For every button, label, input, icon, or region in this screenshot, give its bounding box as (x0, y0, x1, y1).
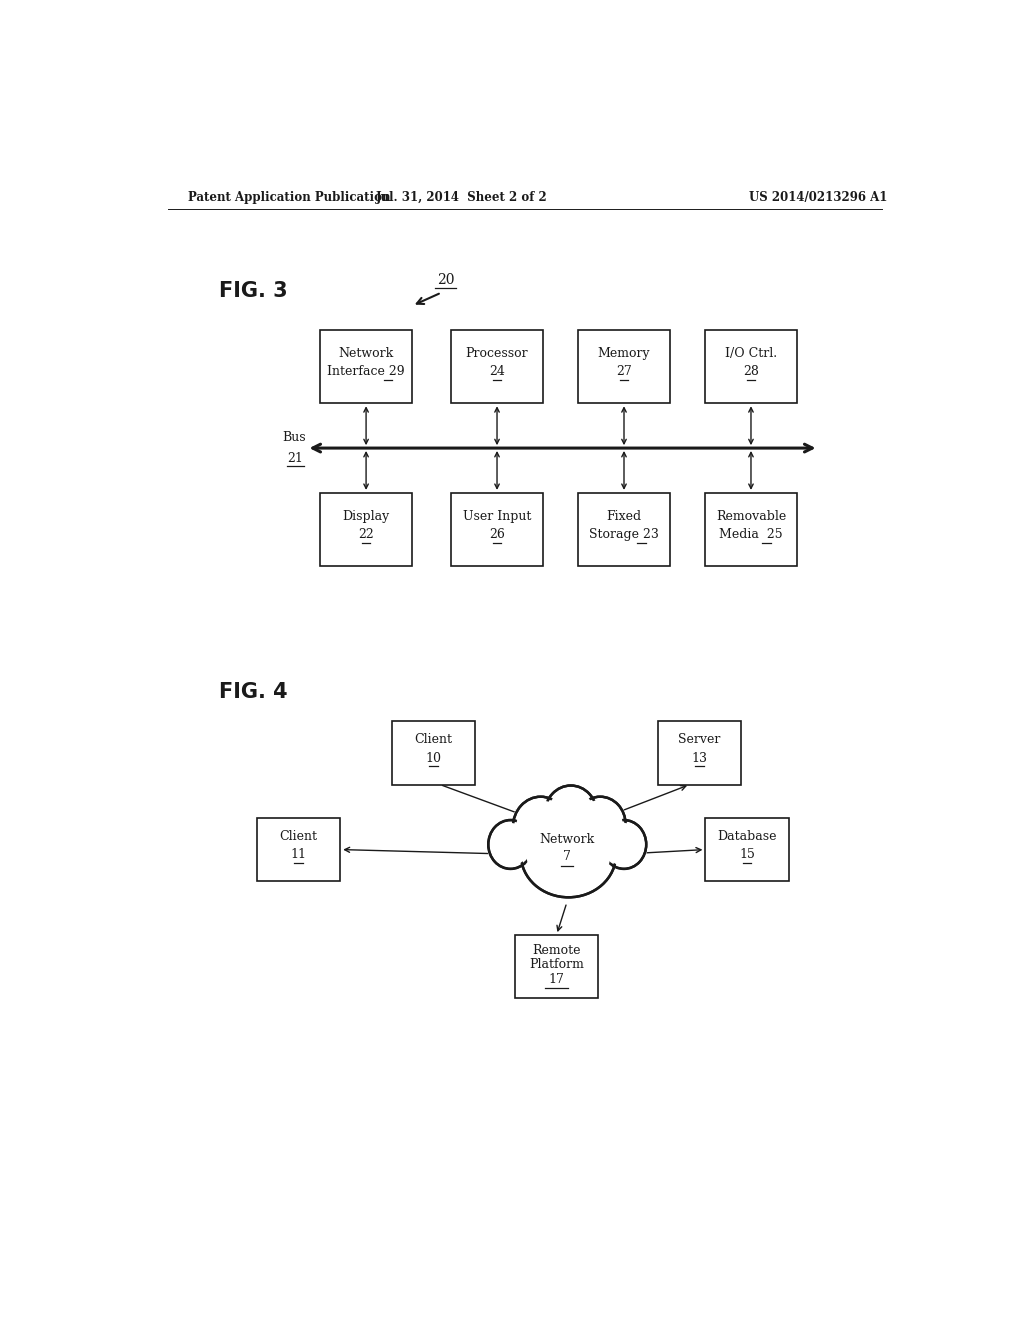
Ellipse shape (521, 812, 616, 898)
Text: Processor: Processor (466, 347, 528, 360)
Text: 11: 11 (291, 849, 306, 861)
Bar (321, 492, 412, 566)
Text: Display: Display (342, 510, 390, 523)
Bar (579, 492, 670, 566)
Ellipse shape (488, 820, 532, 869)
Text: 21: 21 (287, 451, 303, 465)
Ellipse shape (513, 797, 568, 858)
Bar (657, 722, 741, 784)
Ellipse shape (516, 800, 565, 854)
Text: 22: 22 (358, 528, 374, 541)
Ellipse shape (578, 800, 623, 849)
Ellipse shape (526, 817, 610, 892)
Text: 28: 28 (743, 366, 759, 379)
Ellipse shape (515, 799, 566, 855)
Text: Storage 23: Storage 23 (589, 528, 658, 541)
Text: Client: Client (280, 830, 317, 843)
Bar (321, 330, 412, 404)
Text: I/O Ctrl.: I/O Ctrl. (725, 347, 777, 360)
Text: FIG. 3: FIG. 3 (219, 281, 288, 301)
Text: 20: 20 (436, 273, 455, 288)
Bar (706, 492, 797, 566)
Text: Server: Server (678, 734, 721, 746)
Text: Network: Network (339, 347, 393, 360)
Ellipse shape (524, 816, 612, 894)
Text: 10: 10 (426, 751, 441, 764)
Text: 13: 13 (691, 751, 708, 764)
Ellipse shape (547, 788, 595, 840)
Ellipse shape (577, 799, 624, 849)
Ellipse shape (602, 820, 646, 869)
Text: 15: 15 (739, 849, 755, 861)
Ellipse shape (521, 812, 616, 898)
Text: 7: 7 (563, 850, 570, 863)
Text: Removable: Removable (716, 510, 786, 523)
Bar (257, 818, 340, 880)
Bar (452, 330, 543, 404)
Ellipse shape (604, 822, 643, 866)
Text: Memory: Memory (598, 347, 650, 360)
Bar (706, 818, 788, 880)
Ellipse shape (603, 822, 644, 867)
Ellipse shape (490, 822, 531, 867)
Text: Platform: Platform (529, 958, 584, 972)
Text: 24: 24 (489, 366, 505, 379)
Bar (515, 935, 598, 998)
Ellipse shape (602, 820, 646, 869)
Text: 27: 27 (616, 366, 632, 379)
Bar (579, 330, 670, 404)
Text: FIG. 4: FIG. 4 (219, 682, 288, 702)
Text: Jul. 31, 2014  Sheet 2 of 2: Jul. 31, 2014 Sheet 2 of 2 (376, 190, 547, 203)
Bar (452, 492, 543, 566)
Text: Bus: Bus (283, 432, 306, 445)
Bar (392, 722, 475, 784)
Text: Client: Client (415, 734, 453, 746)
Text: Fixed: Fixed (606, 510, 642, 523)
Text: Patent Application Publication: Patent Application Publication (187, 190, 390, 203)
Ellipse shape (574, 797, 626, 851)
Ellipse shape (490, 822, 530, 866)
Text: US 2014/0213296 A1: US 2014/0213296 A1 (750, 190, 888, 203)
Text: Media  25: Media 25 (719, 528, 782, 541)
Text: Network: Network (540, 833, 595, 846)
Text: 17: 17 (549, 973, 564, 986)
Text: User Input: User Input (463, 510, 531, 523)
Text: 26: 26 (489, 528, 505, 541)
Ellipse shape (513, 797, 568, 858)
Bar (706, 330, 797, 404)
Ellipse shape (545, 785, 597, 842)
Text: Interface 29: Interface 29 (328, 366, 404, 379)
Text: Database: Database (717, 830, 777, 843)
Ellipse shape (548, 789, 594, 840)
Text: Remote: Remote (532, 944, 581, 957)
Ellipse shape (545, 785, 597, 842)
Ellipse shape (574, 797, 626, 851)
Ellipse shape (488, 820, 532, 869)
